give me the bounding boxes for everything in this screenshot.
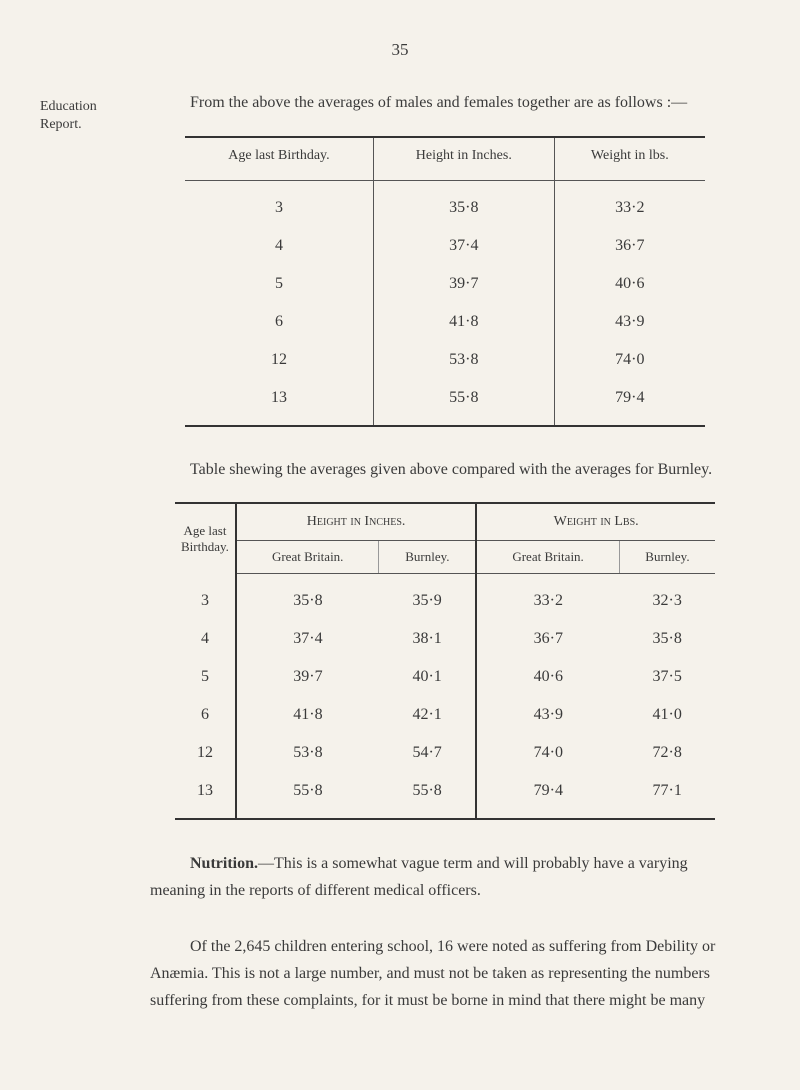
page-number: 35 <box>60 40 740 60</box>
cell: 40·6 <box>554 265 705 303</box>
comparison-table: Age last Birthday. Height in Inches. Wei… <box>175 502 715 820</box>
cell: 3 <box>185 180 373 227</box>
cell: 37·5 <box>619 658 715 696</box>
cell: 32·3 <box>619 574 715 621</box>
nutrition-heading: Nutrition. <box>190 855 258 872</box>
cell: 55·8 <box>373 379 554 426</box>
cell: 37·4 <box>236 620 379 658</box>
cell: 79·4 <box>554 379 705 426</box>
table-row: 12 53·8 54·7 74·0 72·8 <box>175 734 715 772</box>
cell: 33·2 <box>554 180 705 227</box>
cell: 4 <box>185 227 373 265</box>
cell: 39·7 <box>236 658 379 696</box>
cell: 42·1 <box>379 696 476 734</box>
cell: 41·0 <box>619 696 715 734</box>
cell: 5 <box>185 265 373 303</box>
page: 35 Education Report. From the above the … <box>0 0 800 1090</box>
cell: 12 <box>185 341 373 379</box>
cell: 35·8 <box>373 180 554 227</box>
nutrition-paragraph: Nutrition.—This is a somewhat vague term… <box>150 850 740 904</box>
cell: 55·8 <box>379 772 476 819</box>
cell: 4 <box>175 620 236 658</box>
cell: 40·6 <box>476 658 619 696</box>
content: From the above the averages of males and… <box>150 90 740 1014</box>
table-row: 3 35·8 33·2 <box>185 180 705 227</box>
cell: 5 <box>175 658 236 696</box>
table2-header-height: Height in Inches. <box>236 503 476 541</box>
cell: 36·7 <box>554 227 705 265</box>
cell: 41·8 <box>236 696 379 734</box>
table-row: 13 55·8 79·4 <box>185 379 705 426</box>
table-row: 6 41·8 43·9 <box>185 303 705 341</box>
table-row: 4 37·4 36·7 <box>185 227 705 265</box>
cell: 6 <box>175 696 236 734</box>
closing-paragraph: Of the 2,645 children entering school, 1… <box>150 933 740 1015</box>
table1-wrap: Age last Birthday. Height in Inches. Wei… <box>185 136 705 427</box>
table2-wrap: Age last Birthday. Height in Inches. Wei… <box>175 502 715 820</box>
cell: 37·4 <box>373 227 554 265</box>
cell: 53·8 <box>236 734 379 772</box>
table-row: 13 55·8 55·8 79·4 77·1 <box>175 772 715 819</box>
table2-header-age: Age last Birthday. <box>175 503 236 574</box>
table1-header-weight: Weight in lbs. <box>554 137 705 181</box>
cell: 39·7 <box>373 265 554 303</box>
margin-label: Education Report. <box>40 98 120 134</box>
table1-header-age: Age last Birthday. <box>185 137 373 181</box>
cell: 43·9 <box>476 696 619 734</box>
margin-label-line1: Education <box>40 99 97 114</box>
cell: 33·2 <box>476 574 619 621</box>
table2-sub-burnley-height: Burnley. <box>379 541 476 574</box>
cell: 35·9 <box>379 574 476 621</box>
intro-paragraph: From the above the averages of males and… <box>150 90 740 116</box>
cell: 74·0 <box>476 734 619 772</box>
table-row: 5 39·7 40·6 <box>185 265 705 303</box>
cell: 35·8 <box>619 620 715 658</box>
cell: 74·0 <box>554 341 705 379</box>
table-row: 6 41·8 42·1 43·9 41·0 <box>175 696 715 734</box>
cell: 79·4 <box>476 772 619 819</box>
table2-sub-gb-weight: Great Britain. <box>476 541 619 574</box>
margin-label-line2: Report. <box>40 117 82 132</box>
cell: 35·8 <box>236 574 379 621</box>
averages-table: Age last Birthday. Height in Inches. Wei… <box>185 136 705 427</box>
table2-header-weight: Weight in Lbs. <box>476 503 715 541</box>
table2-sub-gb-height: Great Britain. <box>236 541 379 574</box>
cell: 43·9 <box>554 303 705 341</box>
table-row: 3 35·8 35·9 33·2 32·3 <box>175 574 715 621</box>
cell: 6 <box>185 303 373 341</box>
cell: 53·8 <box>373 341 554 379</box>
cell: 54·7 <box>379 734 476 772</box>
cell: 13 <box>185 379 373 426</box>
cell: 40·1 <box>379 658 476 696</box>
cell: 38·1 <box>379 620 476 658</box>
table-row: 4 37·4 38·1 36·7 35·8 <box>175 620 715 658</box>
cell: 12 <box>175 734 236 772</box>
cell: 77·1 <box>619 772 715 819</box>
cell: 55·8 <box>236 772 379 819</box>
mid-paragraph: Table shewing the averages given above c… <box>150 457 740 483</box>
cell: 41·8 <box>373 303 554 341</box>
table2-sub-burnley-weight: Burnley. <box>619 541 715 574</box>
table-row: 12 53·8 74·0 <box>185 341 705 379</box>
cell: 36·7 <box>476 620 619 658</box>
cell: 13 <box>175 772 236 819</box>
cell: 3 <box>175 574 236 621</box>
table1-header-height: Height in Inches. <box>373 137 554 181</box>
table-row: 5 39·7 40·1 40·6 37·5 <box>175 658 715 696</box>
cell: 72·8 <box>619 734 715 772</box>
